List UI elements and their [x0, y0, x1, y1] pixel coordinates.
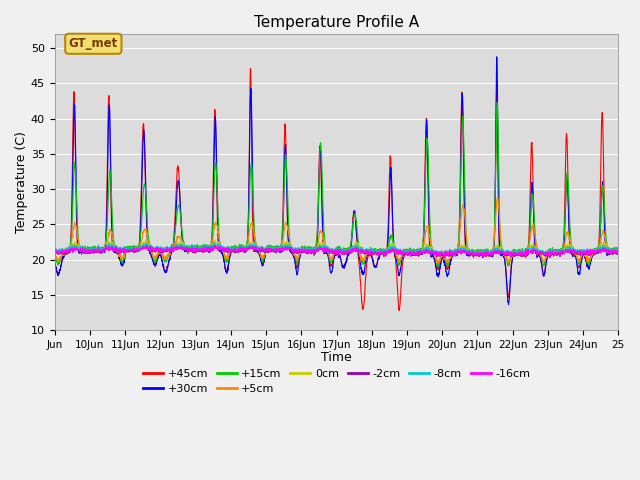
0cm [51, 248, 58, 253]
Line: 0cm: 0cm [54, 240, 618, 256]
+15cm [493, 99, 501, 105]
-16cm [507, 252, 515, 258]
+30cm [505, 302, 513, 308]
-16cm [211, 242, 218, 248]
+5cm [614, 250, 622, 255]
+15cm [507, 257, 515, 263]
+5cm [507, 257, 515, 263]
0cm [440, 253, 448, 259]
0cm [607, 248, 614, 254]
+30cm [538, 266, 546, 272]
-16cm [107, 246, 115, 252]
+30cm [493, 54, 500, 60]
-8cm [107, 244, 115, 250]
Line: +5cm: +5cm [54, 198, 618, 263]
+45cm [507, 276, 515, 281]
0cm [371, 249, 378, 255]
Title: Temperature Profile A: Temperature Profile A [254, 15, 419, 30]
+5cm [435, 260, 442, 266]
-8cm [507, 252, 515, 257]
+15cm [435, 264, 442, 269]
-2cm [440, 255, 448, 261]
-2cm [538, 250, 546, 256]
+15cm [538, 257, 546, 263]
-2cm [371, 251, 378, 256]
Line: +45cm: +45cm [54, 69, 618, 311]
0cm [538, 249, 546, 255]
+30cm [371, 263, 378, 269]
Y-axis label: Temperature (C): Temperature (C) [15, 131, 28, 233]
+30cm [228, 247, 236, 253]
0cm [107, 241, 115, 247]
+15cm [607, 247, 614, 253]
Line: -16cm: -16cm [54, 245, 618, 257]
+45cm [107, 193, 115, 199]
Text: GT_met: GT_met [68, 37, 118, 50]
Legend: +45cm, +30cm, +15cm, +5cm, 0cm, -2cm, -8cm, -16cm: +45cm, +30cm, +15cm, +5cm, 0cm, -2cm, -8… [138, 364, 534, 399]
+15cm [614, 246, 622, 252]
-8cm [371, 249, 378, 254]
Line: +30cm: +30cm [54, 57, 618, 305]
+15cm [371, 247, 378, 253]
X-axis label: Time: Time [321, 351, 352, 364]
+30cm [614, 250, 622, 255]
+5cm [607, 251, 614, 256]
-16cm [614, 249, 622, 254]
0cm [229, 247, 237, 252]
Line: -8cm: -8cm [54, 242, 618, 255]
+5cm [107, 228, 115, 234]
+5cm [51, 252, 58, 258]
-16cm [51, 249, 58, 254]
-2cm [211, 241, 218, 247]
+5cm [493, 195, 501, 201]
-8cm [538, 248, 546, 254]
+45cm [51, 259, 58, 264]
+45cm [607, 251, 614, 256]
-16cm [440, 254, 448, 260]
-8cm [440, 252, 448, 258]
+45cm [396, 308, 403, 313]
-16cm [538, 249, 546, 255]
+5cm [228, 247, 236, 253]
Line: -2cm: -2cm [54, 244, 618, 258]
0cm [507, 252, 515, 258]
+30cm [51, 259, 58, 264]
+30cm [507, 279, 515, 285]
-16cm [371, 250, 378, 256]
-16cm [229, 248, 237, 253]
-8cm [211, 240, 218, 245]
-8cm [614, 247, 622, 253]
+5cm [538, 256, 546, 262]
+45cm [246, 66, 254, 72]
-2cm [607, 250, 614, 255]
+30cm [107, 176, 115, 181]
-2cm [614, 250, 622, 255]
-16cm [607, 249, 614, 255]
+45cm [371, 264, 378, 269]
0cm [211, 237, 218, 243]
+45cm [538, 266, 546, 272]
+5cm [371, 251, 378, 256]
Line: +15cm: +15cm [54, 102, 618, 266]
-2cm [107, 246, 115, 252]
+15cm [107, 179, 115, 185]
-8cm [607, 248, 614, 253]
-2cm [51, 249, 58, 255]
+30cm [607, 251, 614, 256]
-2cm [507, 253, 515, 259]
+15cm [228, 244, 236, 250]
+45cm [614, 250, 622, 255]
0cm [614, 248, 622, 254]
-8cm [51, 247, 58, 253]
-2cm [229, 248, 237, 254]
-8cm [229, 246, 237, 252]
+15cm [51, 252, 58, 258]
+45cm [228, 247, 236, 253]
